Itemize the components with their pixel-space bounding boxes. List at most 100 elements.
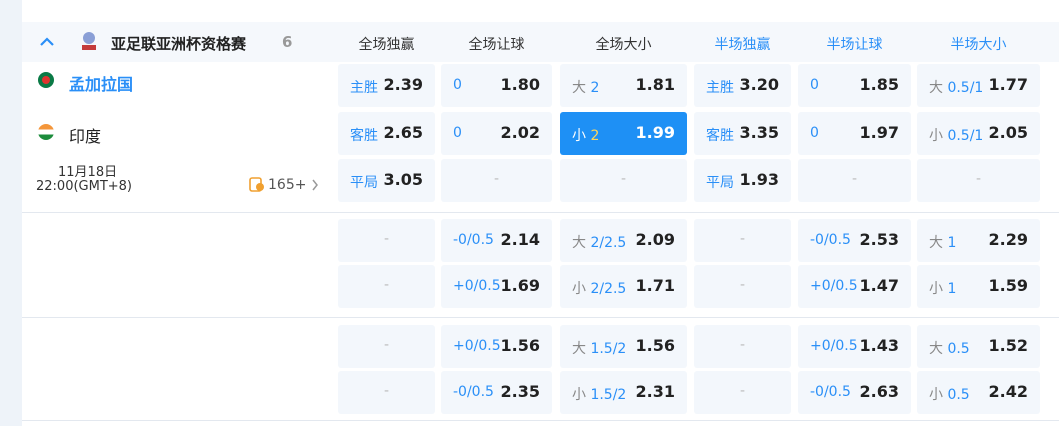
- odds: 2.63: [859, 382, 899, 401]
- more-markets[interactable]: 165+: [268, 177, 307, 193]
- bet-label: 客胜: [350, 125, 378, 145]
- odds-cell[interactable]: 主胜 3.20: [694, 64, 791, 107]
- odds-cell[interactable]: +0/0.5 1.69: [441, 265, 552, 308]
- odds-cell[interactable]: 0 1.85: [798, 64, 911, 107]
- empty-odds: -: [383, 231, 390, 247]
- over-under: 小: [929, 128, 943, 144]
- bet-label: 0: [810, 125, 819, 141]
- handicap-line: 1.5/2: [590, 387, 627, 403]
- odds: 1.97: [859, 123, 899, 142]
- odds-cell[interactable]: 大 1 2.29: [917, 219, 1040, 262]
- odds-cell[interactable]: 0 1.80: [441, 64, 552, 107]
- odds: 1.47: [859, 276, 899, 295]
- odds-cell[interactable]: 大 0.5 1.52: [917, 325, 1040, 368]
- odds-cell: -: [338, 219, 435, 262]
- odds-cell[interactable]: 主胜 2.39: [338, 64, 435, 107]
- odds-cell[interactable]: -0/0.5 2.35: [441, 371, 552, 414]
- handicap-line: 0.5/1: [947, 80, 984, 96]
- odds: 1.43: [859, 336, 899, 355]
- league-header: [22, 22, 1059, 62]
- odds-cell: -: [694, 325, 791, 368]
- odds: 1.77: [988, 75, 1028, 94]
- bet-label: 大 0.5: [929, 338, 970, 358]
- outcome: 平局: [706, 175, 734, 191]
- odds: 3.20: [739, 75, 779, 94]
- odds: 1.99: [635, 123, 675, 142]
- group-separator: [22, 212, 1059, 213]
- odds-cell[interactable]: 客胜 2.65: [338, 112, 435, 155]
- odds-cell[interactable]: 小 1 1.59: [917, 265, 1040, 308]
- bet-label: 小 0.5/1: [929, 125, 983, 145]
- over-under: 大: [572, 235, 586, 251]
- handicap-line: 2/2.5: [590, 235, 627, 251]
- handicap-line: +0/0.5: [810, 278, 858, 294]
- odds: 2.05: [988, 123, 1028, 142]
- odds-cell: -: [338, 265, 435, 308]
- match-date: 11月18日: [58, 165, 118, 180]
- empty-odds: -: [739, 277, 746, 293]
- away-team[interactable]: 印度: [69, 127, 102, 146]
- odds-cell[interactable]: 0 1.97: [798, 112, 911, 155]
- odds: 1.59: [988, 276, 1028, 295]
- odds-cell[interactable]: 小 0.5/1 2.05: [917, 112, 1040, 155]
- handicap-line: 0: [810, 125, 819, 141]
- handicap-line: -0/0.5: [453, 384, 494, 400]
- home-team[interactable]: 孟加拉国: [69, 75, 134, 94]
- league-icon: [82, 32, 96, 50]
- bet-label: 小 0.5: [929, 384, 970, 404]
- over-under: 小: [929, 387, 943, 403]
- match-time: 22:00(GMT+8): [36, 179, 133, 194]
- bet-label: 大 2: [572, 77, 599, 97]
- odds-cell[interactable]: 0 2.02: [441, 112, 552, 155]
- empty-odds: -: [383, 383, 390, 399]
- outcome: 主胜: [350, 80, 378, 96]
- odds-cell[interactable]: 客胜 3.35: [694, 112, 791, 155]
- bet-label: +0/0.5: [810, 278, 858, 294]
- odds-cell[interactable]: 小 1.5/2 2.31: [560, 371, 687, 414]
- odds-cell[interactable]: 小 2/2.5 1.71: [560, 265, 687, 308]
- bet-label: -0/0.5: [453, 232, 494, 248]
- bet-label: 大 0.5/1: [929, 77, 983, 97]
- odds-cell[interactable]: 平局 3.05: [338, 159, 435, 202]
- odds-cell[interactable]: -0/0.5 2.63: [798, 371, 911, 414]
- odds-cell[interactable]: 小 0.5 2.42: [917, 371, 1040, 414]
- over-under: 小: [929, 281, 943, 297]
- odds: 2.29: [988, 230, 1028, 249]
- odds-cell[interactable]: +0/0.5 1.43: [798, 325, 911, 368]
- odds-cell[interactable]: 大 0.5/1 1.77: [917, 64, 1040, 107]
- odds-cell[interactable]: +0/0.5 1.56: [441, 325, 552, 368]
- odds-cell[interactable]: 大 2 1.81: [560, 64, 687, 107]
- handicap-line: 0.5: [947, 341, 970, 357]
- empty-odds: -: [851, 171, 858, 187]
- empty-odds: -: [739, 337, 746, 353]
- bet-label: 0: [453, 125, 462, 141]
- over-under: 大: [929, 80, 943, 96]
- odds-cell[interactable]: -0/0.5 2.14: [441, 219, 552, 262]
- over-under: 大: [572, 80, 586, 96]
- odds-cell[interactable]: 平局 1.93: [694, 159, 791, 202]
- bet-label: +0/0.5: [453, 278, 501, 294]
- handicap-line: 0: [453, 77, 462, 93]
- odds-cell[interactable]: 小 2 1.99: [560, 112, 687, 155]
- odds-cell[interactable]: 大 1.5/2 1.56: [560, 325, 687, 368]
- collapse-toggle[interactable]: [39, 36, 55, 48]
- odds: 1.71: [635, 276, 675, 295]
- odds-cell: -: [338, 371, 435, 414]
- handicap-line: +0/0.5: [810, 338, 858, 354]
- away-flag: [38, 124, 54, 140]
- over-under: 大: [929, 235, 943, 251]
- odds-cell[interactable]: 大 2/2.5 2.09: [560, 219, 687, 262]
- bet-label: -0/0.5: [453, 384, 494, 400]
- group-separator: [22, 317, 1059, 318]
- bet-label: 客胜: [706, 125, 734, 145]
- over-under: 大: [572, 341, 586, 357]
- odds: 2.35: [500, 382, 540, 401]
- odds-cell[interactable]: +0/0.5 1.47: [798, 265, 911, 308]
- odds-cell: -: [694, 265, 791, 308]
- league-count: 6: [282, 33, 293, 51]
- outcome: 平局: [350, 175, 378, 191]
- odds: 2.02: [500, 123, 540, 142]
- bet-label: +0/0.5: [810, 338, 858, 354]
- odds-cell: -: [560, 159, 687, 202]
- odds-cell[interactable]: -0/0.5 2.53: [798, 219, 911, 262]
